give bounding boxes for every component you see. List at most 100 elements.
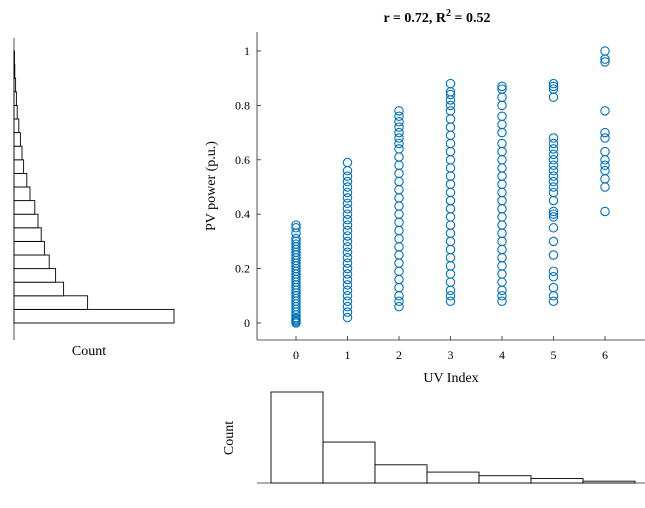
scatter-point bbox=[548, 195, 559, 206]
scatter-point bbox=[342, 225, 353, 236]
scatter-point bbox=[548, 209, 559, 219]
scatter-point bbox=[445, 277, 456, 287]
scatter-point bbox=[600, 155, 610, 165]
scatter-point bbox=[445, 285, 456, 296]
scatter-point bbox=[394, 242, 404, 252]
histogram-bar bbox=[426, 471, 480, 484]
histogram-bar bbox=[270, 391, 324, 484]
x-tick-label: 4 bbox=[499, 348, 505, 362]
scatter-point bbox=[548, 212, 559, 222]
histogram-bar bbox=[13, 186, 31, 202]
scatter-point bbox=[497, 220, 507, 230]
y-tick-label: 0.6 bbox=[235, 153, 250, 167]
scatter-point bbox=[445, 100, 456, 111]
scatter-point bbox=[548, 160, 559, 170]
y-axis-label: PV power (p.u.) bbox=[204, 141, 219, 231]
scatter-point bbox=[497, 84, 507, 94]
y-tick-label: 0 bbox=[244, 316, 250, 330]
left-histogram: Count bbox=[13, 38, 175, 359]
histogram-bar bbox=[582, 480, 636, 484]
scatter-point bbox=[548, 165, 559, 176]
scatter-point bbox=[497, 81, 507, 92]
scatter-point bbox=[445, 146, 456, 157]
scatter-point bbox=[600, 57, 610, 67]
scatter-point bbox=[394, 133, 404, 143]
scatter-point bbox=[342, 269, 353, 279]
y-tick-label: 0.8 bbox=[235, 98, 250, 112]
scatter-point bbox=[342, 157, 353, 168]
scatter-point bbox=[291, 223, 301, 233]
histogram-bar bbox=[13, 132, 21, 147]
scatter-point bbox=[394, 250, 404, 260]
scatter-point bbox=[394, 116, 404, 127]
histogram-bar bbox=[13, 254, 50, 270]
scatter-point bbox=[548, 223, 559, 233]
scatter-point bbox=[394, 176, 404, 187]
scatter-point bbox=[394, 233, 404, 244]
scatter-point bbox=[548, 138, 559, 149]
scatter-point bbox=[497, 195, 507, 206]
scatter-point bbox=[497, 127, 507, 138]
scatter-point bbox=[394, 301, 404, 312]
scatter-point bbox=[497, 244, 507, 255]
scatter-point bbox=[445, 187, 456, 198]
x-axis-label: UV Index bbox=[423, 371, 478, 386]
scatter-point bbox=[445, 252, 456, 263]
scatter-point bbox=[342, 312, 353, 323]
histogram-bar bbox=[13, 227, 42, 242]
scatter-point bbox=[445, 106, 456, 116]
scatter-point bbox=[548, 155, 559, 165]
scatter-point bbox=[342, 280, 353, 290]
scatter-point bbox=[497, 204, 507, 214]
scatter-point bbox=[445, 89, 456, 100]
histogram-bar bbox=[13, 281, 65, 297]
scatter-point bbox=[548, 144, 559, 154]
scatter-point bbox=[445, 122, 456, 132]
scatter-point bbox=[497, 212, 507, 222]
scatter-point bbox=[548, 266, 559, 277]
scatter-point bbox=[445, 220, 456, 230]
scatter-point bbox=[600, 206, 610, 217]
scatter-point bbox=[548, 182, 559, 192]
bottom-histogram: Count bbox=[222, 391, 645, 484]
histogram-bar bbox=[13, 213, 39, 229]
scatter-point bbox=[497, 236, 507, 247]
histogram-bar bbox=[13, 200, 36, 215]
histogram-bar bbox=[13, 64, 16, 79]
histogram-bar bbox=[13, 159, 25, 174]
scatter-point bbox=[394, 138, 404, 149]
y-tick-label: 0.2 bbox=[235, 262, 250, 276]
scatter-point bbox=[394, 168, 404, 179]
scatter-point bbox=[394, 274, 404, 285]
scatter-point bbox=[394, 266, 404, 277]
histogram-bar bbox=[322, 441, 376, 484]
scatter-point bbox=[342, 171, 353, 181]
scatter-point bbox=[394, 217, 404, 228]
left-histogram-xlabel: Count bbox=[72, 344, 106, 359]
scatter-point bbox=[548, 78, 559, 89]
scatter-point bbox=[445, 228, 456, 238]
scatter-point bbox=[600, 106, 610, 116]
scatter-point bbox=[445, 204, 456, 214]
scatter-point bbox=[600, 160, 610, 170]
histogram-bar bbox=[13, 268, 57, 283]
scatter-point bbox=[497, 146, 507, 157]
scatter-point bbox=[600, 174, 610, 184]
scatter-title: r = 0.72, R2 = 0.52 bbox=[383, 8, 490, 26]
scatter-point bbox=[497, 92, 507, 102]
scatter-point bbox=[445, 291, 456, 301]
scatter-point bbox=[394, 296, 404, 306]
scatter-point bbox=[342, 242, 353, 252]
scatter-point bbox=[600, 182, 610, 192]
scatter-point bbox=[497, 171, 507, 181]
scatter-point bbox=[342, 165, 353, 176]
y-tick-label: 0.4 bbox=[235, 207, 250, 221]
scatter-point bbox=[497, 252, 507, 263]
histogram-bar bbox=[13, 104, 18, 120]
scatter-point bbox=[548, 149, 559, 160]
scatter-point bbox=[291, 220, 301, 230]
scatter-point bbox=[394, 225, 404, 236]
scatter-point bbox=[394, 201, 404, 211]
histogram-bar bbox=[13, 118, 20, 134]
scatter-point bbox=[342, 252, 353, 263]
